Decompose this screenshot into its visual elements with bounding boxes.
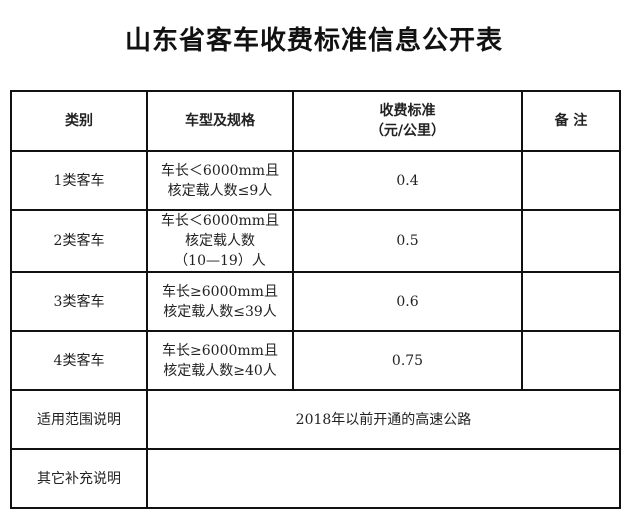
spec-line: 车长≥6000mm且 <box>162 283 278 300</box>
spec-cell: 车长＜6000mm且 核定载人数≤9人 <box>146 150 294 211</box>
spec-cell: 车长≥6000mm且 核定载人数≤39人 <box>146 271 294 332</box>
rate-cell: 0.4 <box>292 150 523 211</box>
category-cell: 2类客车 <box>10 209 148 273</box>
table-row: 2类客车 车长＜6000mm且 核定载人数 （10—19）人 0.5 <box>10 209 621 273</box>
category-cell: 4类客车 <box>10 330 148 391</box>
header-note: 备 注 <box>521 90 621 152</box>
spec-line: 核定载人数≥40人 <box>163 362 277 379</box>
rate-cell: 0.5 <box>292 209 523 273</box>
spec-line: 车长＜6000mm且 <box>160 162 280 179</box>
category-cell: 3类客车 <box>10 271 148 332</box>
header-rate-label: 收费标准 <box>379 103 436 119</box>
page-title: 山东省客车收费标准信息公开表 <box>124 26 503 56</box>
category-cell: 1类客车 <box>10 150 148 211</box>
note-cell <box>521 150 621 211</box>
spec-cell: 车长≥6000mm且 核定载人数≥40人 <box>146 330 294 391</box>
note-cell <box>521 271 621 332</box>
spec-cell: 车长＜6000mm且 核定载人数 （10—19）人 <box>146 209 294 273</box>
header-category: 类别 <box>10 90 148 152</box>
other-row: 其它补充说明 <box>10 448 621 509</box>
header-rate: 收费标准 （元/公里） <box>292 90 523 152</box>
spec-line: 车长≥6000mm且 <box>162 342 278 359</box>
rate-cell: 0.75 <box>292 330 523 391</box>
header-rate-unit: （元/公里） <box>369 123 446 139</box>
other-value <box>146 448 621 509</box>
spec-line: 核定载人数 <box>185 233 255 249</box>
note-cell <box>521 330 621 391</box>
scope-label: 适用范围说明 <box>10 389 148 450</box>
header-spec: 车型及规格 <box>146 90 294 152</box>
spec-line: 核定载人数≤9人 <box>167 182 273 199</box>
header-row: 类别 车型及规格 收费标准 （元/公里） 备 注 <box>10 90 621 152</box>
spec-line: 车长＜6000mm且 <box>160 213 280 229</box>
other-label: 其它补充说明 <box>10 448 148 509</box>
note-cell <box>521 209 621 273</box>
spec-line: 核定载人数≤39人 <box>163 303 277 320</box>
scope-value: 2018年以前开通的高速公路 <box>146 389 621 450</box>
spec-line: （10—19）人 <box>174 253 266 269</box>
fee-table: 类别 车型及规格 收费标准 （元/公里） 备 注 1类客车 车长＜6000mm且核… <box>10 90 621 509</box>
table-row: 3类客车 车长≥6000mm且 核定载人数≤39人 0.6 <box>10 271 621 332</box>
scope-row: 适用范围说明 2018年以前开通的高速公路 <box>10 389 621 450</box>
table-row: 1类客车 车长＜6000mm且 核定载人数≤9人 0.4 <box>10 150 621 211</box>
rate-cell: 0.6 <box>292 271 523 332</box>
table-row: 4类客车 车长≥6000mm且 核定载人数≥40人 0.75 <box>10 330 621 391</box>
